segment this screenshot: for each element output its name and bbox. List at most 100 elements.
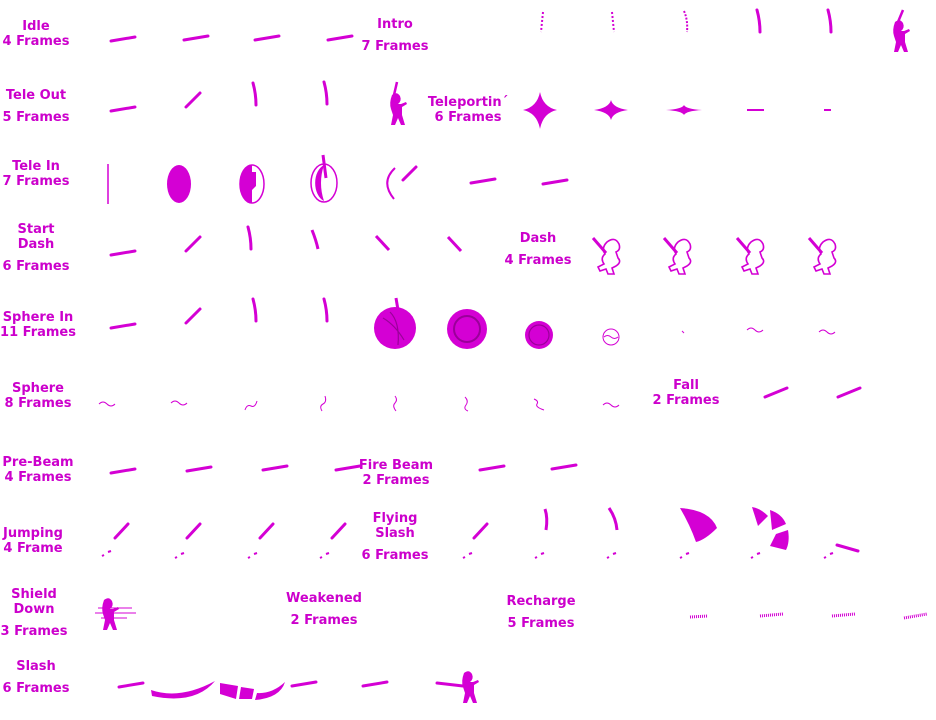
slash-frame-1 (117, 681, 145, 689)
tele-in-frame-6 (469, 177, 497, 185)
idle-frame-2 (182, 34, 210, 42)
tele-out-frame-1 (109, 105, 137, 113)
tele-in-frame-5 (386, 165, 418, 200)
tele-in-name: Tele In (12, 159, 60, 174)
slash-frame-5 (361, 680, 389, 688)
jumping-frame-2 (174, 522, 202, 559)
jumping-frame-1 (101, 522, 130, 557)
label-slash: Slash 6 Frames (3, 659, 70, 696)
recharge-name: Recharge (506, 594, 576, 609)
label-flying-slash: Flying Slash 6 Frames (362, 511, 429, 563)
sphere-frame-1 (98, 401, 116, 407)
intro-frame-5 (826, 8, 833, 34)
sphere-in-frame-7 (525, 321, 553, 349)
shield-down-name-2: Down (13, 602, 55, 617)
fire-beam-name: Fire Beam (358, 458, 434, 473)
jumping-frame-3 (247, 522, 275, 559)
recharge-frame-3 (831, 612, 856, 618)
label-fall: Fall 2 Frames (653, 378, 720, 408)
fire-beam-frame-2 (550, 463, 578, 471)
flying-slash-frame-5 (750, 507, 789, 559)
sphere-in-frame-8 (602, 328, 620, 346)
start-dash-frame-2 (184, 235, 202, 253)
dash-frame-2 (662, 237, 692, 275)
recharge-frame-2 (759, 612, 784, 618)
tele-in-frame-2 (167, 165, 191, 203)
recharge-frames: 5 Frames (507, 616, 575, 631)
fire-beam-frame-1 (478, 464, 506, 472)
intro-frame-4 (755, 8, 762, 34)
fall-name: Fall (673, 378, 699, 393)
label-shield-down: Shield Down 3 Frames (1, 587, 68, 639)
sphere-in-frame-1 (109, 322, 137, 330)
label-jumping: Jumping 4 Frame (3, 526, 63, 556)
sphere-name: Sphere (12, 381, 64, 396)
idle-frame-1 (109, 35, 137, 43)
sphere-frame-5 (393, 395, 397, 412)
label-weakened: Weakened 2 Frames (286, 591, 362, 628)
dash-frames: 4 Frames (504, 253, 572, 268)
label-pre-beam: Pre-Beam 4 Frames (2, 455, 73, 485)
flying-slash-frames: 6 Frames (361, 548, 429, 563)
tele-in-frame-7 (541, 178, 569, 186)
start-dash-frame-3 (246, 225, 253, 251)
label-intro: Intro 7 Frames (362, 17, 429, 54)
pre-beam-frame-3 (261, 464, 289, 472)
sphere-frame-8 (602, 402, 620, 408)
teleporting-frame-2 (594, 100, 628, 120)
sphere-in-frame-2 (184, 307, 202, 325)
intro-name: Intro (377, 17, 413, 32)
tele-out-frame-5-blade (392, 81, 399, 96)
slash-name: Slash (16, 659, 56, 674)
slash-frame-2 (151, 681, 215, 699)
sphere-frame-6 (464, 396, 469, 412)
fall-frames: 2 Frames (652, 393, 720, 408)
tele-out-frame-5 (389, 92, 408, 126)
sphere-frame-2 (170, 400, 188, 406)
recharge-frame-4 (903, 612, 928, 620)
fall-frame-2 (836, 386, 862, 399)
slash-frames: 6 Frames (2, 681, 70, 696)
pre-beam-frames: 4 Frames (4, 470, 72, 485)
idle-frame-4 (326, 34, 354, 42)
sphere-in-frame-5 (374, 297, 416, 349)
dash-frame-1 (591, 237, 621, 275)
label-sphere-in: Sphere In 11 Frames (0, 310, 76, 340)
tele-in-frames: 7 Frames (2, 174, 70, 189)
dash-frame-3 (735, 237, 765, 275)
sphere-frame-7 (533, 398, 545, 411)
slash-frame-3 (220, 682, 285, 700)
tele-in-frame-4 (310, 154, 338, 203)
pre-beam-frame-4 (334, 464, 362, 472)
fall-frame-1 (763, 386, 789, 399)
start-dash-frame-1 (109, 249, 137, 257)
label-fire-beam: Fire Beam 2 Frames (359, 458, 433, 488)
shield-down-name-1: Shield (11, 587, 57, 602)
flying-slash-name-2: Slash (375, 526, 415, 541)
sphere-in-frame-4 (322, 297, 329, 323)
tele-in-frame-3 (239, 164, 265, 204)
tele-out-frame-2 (184, 91, 202, 109)
sphere-in-frame-3 (251, 297, 258, 323)
sphere-in-frame-10 (746, 327, 764, 333)
tele-out-frames: 5 Frames (2, 110, 70, 125)
pre-beam-frame-2 (185, 465, 213, 473)
start-dash-name-1: Start (17, 222, 55, 237)
label-recharge: Recharge 5 Frames (506, 594, 575, 631)
sphere-in-frame-9 (681, 330, 685, 334)
tele-out-name: Tele Out (5, 88, 67, 103)
start-dash-frames: 6 Frames (2, 259, 70, 274)
sphere-frames: 8 Frames (4, 396, 72, 411)
start-dash-frame-5 (374, 234, 391, 252)
teleporting-name: Teleportin´ (427, 95, 509, 110)
start-dash-frame-4 (310, 229, 320, 250)
intro-frame-3 (683, 10, 689, 33)
start-dash-name-2: Dash (17, 237, 55, 252)
sphere-frame-4 (320, 395, 327, 412)
teleporting-frame-4 (747, 109, 764, 111)
intro-frame-6-blade (896, 9, 905, 23)
teleporting-frames: 6 Frames (434, 110, 502, 125)
label-sphere: Sphere 8 Frames (5, 381, 72, 411)
jumping-frame-4 (319, 522, 347, 559)
